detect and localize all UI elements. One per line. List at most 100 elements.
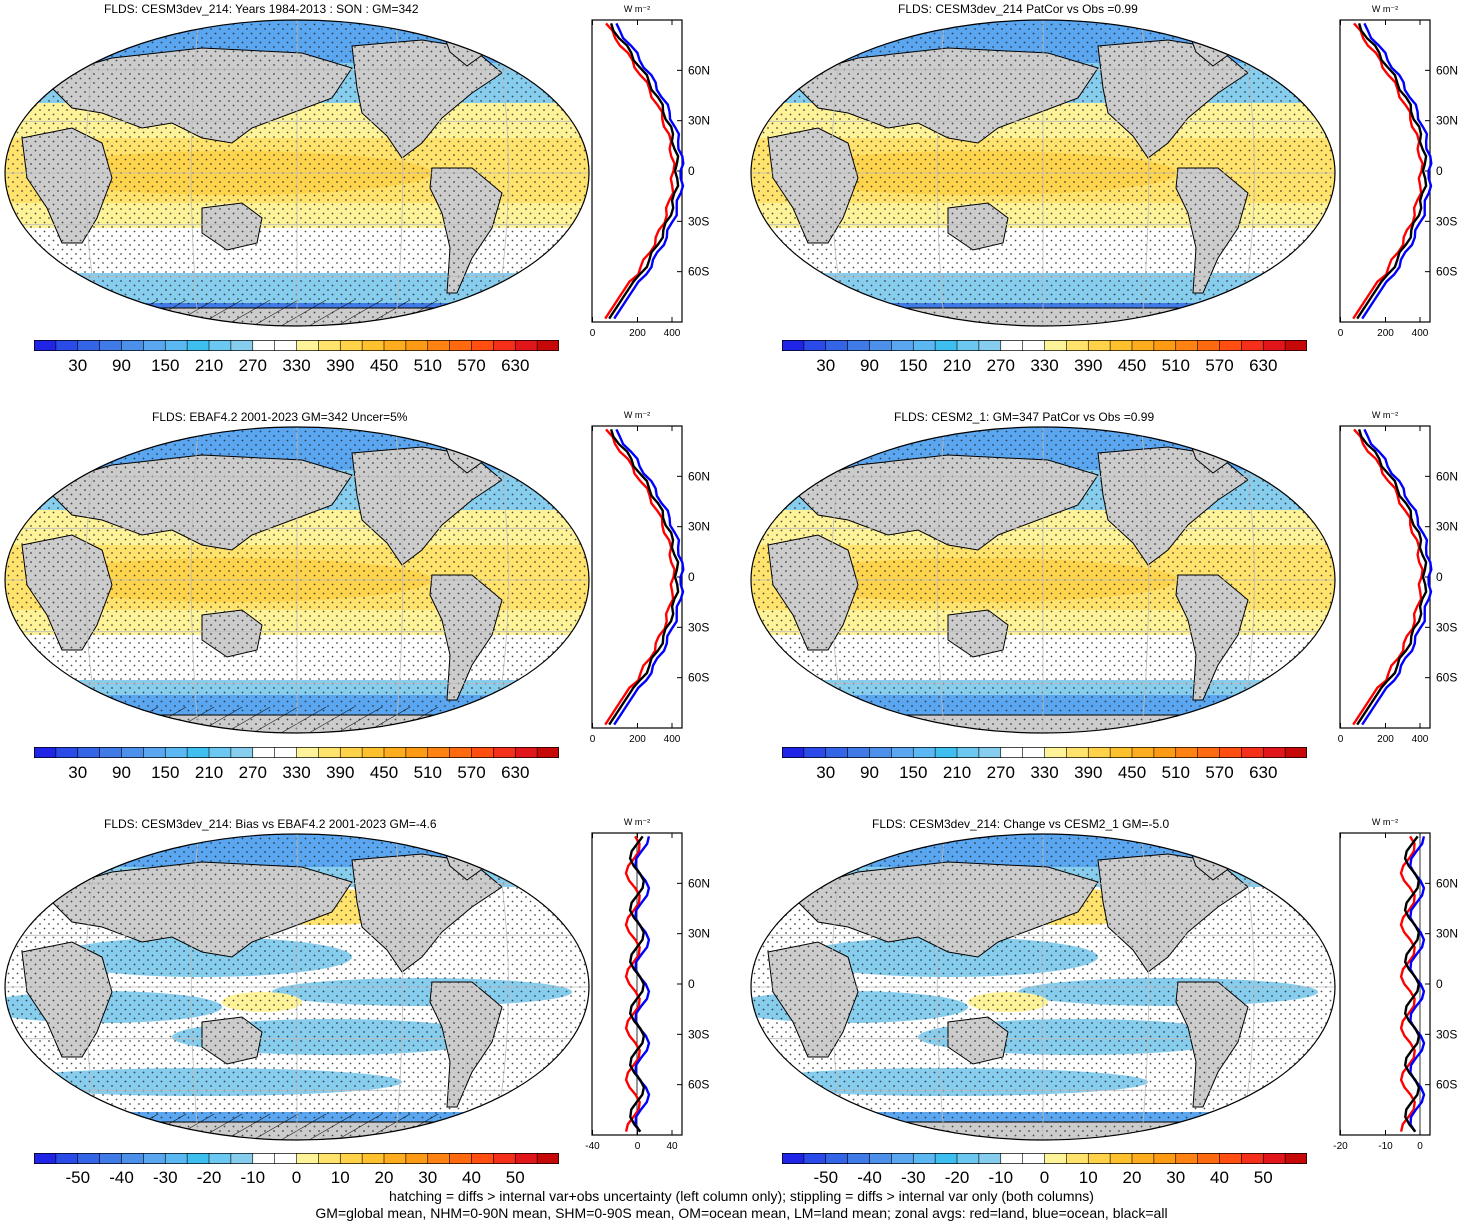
colorbar-swatch bbox=[208, 340, 232, 351]
colorbar-swatch bbox=[803, 1153, 827, 1164]
colorbar-swatch bbox=[978, 340, 1002, 351]
colorbar-tick-label: 0 bbox=[1039, 1168, 1050, 1187]
colorbar-tick-label: 450 bbox=[369, 763, 399, 782]
colorbar-swatch bbox=[383, 1153, 407, 1164]
colorbar-swatch bbox=[296, 340, 320, 351]
profile-lat-label: 30S bbox=[1436, 1027, 1457, 1041]
colorbar-tick-label: -20 bbox=[196, 1168, 222, 1187]
colorbar-swatch bbox=[891, 747, 915, 758]
colorbar-swatch bbox=[1131, 747, 1155, 758]
colorbar-tick-label: 270 bbox=[986, 356, 1015, 375]
profile-x-tick-label: 0 bbox=[1338, 328, 1344, 339]
profile-curve-land bbox=[604, 428, 676, 726]
profile-lat-label: 30N bbox=[688, 520, 710, 534]
colorbar-swatch bbox=[361, 1153, 385, 1164]
colorbar bbox=[34, 747, 559, 758]
colorbar-swatch bbox=[934, 747, 958, 758]
colorbar-swatch bbox=[405, 747, 429, 758]
colorbar-swatch bbox=[164, 1153, 188, 1164]
colorbar-swatch bbox=[1262, 747, 1286, 758]
footnote-line-1: hatching = diffs > internal var+obs unce… bbox=[389, 1188, 1094, 1204]
profile-lat-label: 30S bbox=[688, 1027, 709, 1041]
colorbar-swatch bbox=[55, 340, 79, 351]
map-border bbox=[750, 833, 1336, 1141]
footnote-line-2: GM=global mean, NHM=0-90N mean, SHM=0-90… bbox=[315, 1205, 1168, 1221]
colorbar-swatch bbox=[274, 747, 298, 758]
profile-x-tick-label: 0 bbox=[590, 734, 596, 745]
colorbar-labels: 30 90 150 210 270 330 390 450 510 570 630 bbox=[782, 763, 1307, 783]
colorbar-swatch bbox=[274, 1153, 298, 1164]
colorbar-tick-label: 30 bbox=[418, 1168, 438, 1187]
colorbar-swatch bbox=[274, 340, 298, 351]
colorbar-swatch bbox=[1197, 1153, 1221, 1164]
world-map bbox=[4, 19, 590, 327]
colorbar-labels: -50 -40 -30 -20 -10 0 10 20 30 40 50 bbox=[34, 1168, 559, 1188]
colorbar-swatch bbox=[34, 340, 57, 351]
profile-x-tick-label: 200 bbox=[1377, 734, 1394, 745]
colorbar-swatch bbox=[1262, 1153, 1286, 1164]
colorbar-swatch bbox=[847, 1153, 871, 1164]
profile-curve-all bbox=[608, 23, 680, 320]
colorbar bbox=[782, 1153, 1307, 1164]
colorbar-tick-label: 10 bbox=[1078, 1168, 1098, 1187]
profile-lat-label: 60S bbox=[688, 1078, 709, 1092]
profile-lat-label: 0 bbox=[1436, 570, 1443, 584]
profile-curve-ocean bbox=[1409, 836, 1426, 1133]
colorbar-tick-label: -20 bbox=[944, 1168, 970, 1187]
world-map bbox=[750, 426, 1336, 734]
profile-lat-label: 60S bbox=[1436, 265, 1457, 279]
colorbar-swatch bbox=[77, 747, 101, 758]
profile-unit-label: W m⁻² bbox=[1372, 817, 1398, 827]
colorbar-swatch bbox=[978, 747, 1002, 758]
colorbar-swatch bbox=[77, 340, 101, 351]
colorbar-swatch bbox=[1241, 340, 1265, 351]
colorbar-swatch bbox=[34, 1153, 57, 1164]
colorbar-swatch bbox=[1087, 747, 1111, 758]
colorbar-swatch bbox=[1000, 340, 1024, 351]
profile-x-tick-label: 200 bbox=[629, 328, 646, 339]
colorbar-swatch bbox=[1000, 747, 1024, 758]
profile-x-tick-label: 40 bbox=[666, 1141, 678, 1152]
colorbar-swatch bbox=[164, 747, 188, 758]
colorbar-swatch bbox=[121, 1153, 145, 1164]
colorbar-swatch bbox=[825, 1153, 849, 1164]
profile-lat-label: 60N bbox=[1436, 469, 1458, 483]
zonal-mean-profile: W m⁻² 0 200 400 60N 30N 0 30S 60S bbox=[590, 410, 710, 745]
colorbar-swatch bbox=[912, 747, 936, 758]
colorbar-tick-label: 330 bbox=[1030, 763, 1059, 782]
colorbar-tick-label: -30 bbox=[900, 1168, 926, 1187]
profile-x-tick-label: 200 bbox=[1377, 328, 1394, 339]
colorbar-tick-label: 150 bbox=[151, 763, 180, 782]
colorbar-swatch bbox=[449, 747, 473, 758]
profile-curve-ocean bbox=[1361, 428, 1433, 726]
panel-title: FLDS: EBAF4.2 2001-2023 GM=342 Uncer=5% bbox=[152, 410, 408, 424]
profile-lat-label: 0 bbox=[1436, 164, 1443, 178]
colorbar-swatch bbox=[803, 747, 827, 758]
colorbar-swatch bbox=[956, 340, 980, 351]
colorbar-swatch bbox=[869, 1153, 893, 1164]
colorbar-labels: -50 -40 -30 -20 -10 0 10 20 30 40 50 bbox=[782, 1168, 1307, 1188]
profile-curve-all bbox=[628, 835, 646, 1133]
colorbar-swatch bbox=[1087, 1153, 1111, 1164]
colorbar-swatch bbox=[449, 340, 473, 351]
colorbar-swatch bbox=[978, 1153, 1002, 1164]
colorbar-swatch bbox=[361, 340, 385, 351]
colorbar-swatch bbox=[1241, 747, 1265, 758]
colorbar-swatch bbox=[1284, 747, 1307, 758]
colorbar-swatch bbox=[912, 1153, 936, 1164]
colorbar-swatch bbox=[383, 747, 407, 758]
colorbar-swatch bbox=[1109, 747, 1133, 758]
colorbar-tick-label: 90 bbox=[860, 356, 879, 375]
colorbar-swatch bbox=[847, 340, 871, 351]
profile-lat-label: 30S bbox=[688, 214, 709, 228]
colorbar-tick-label: 450 bbox=[1117, 356, 1147, 375]
colorbar-swatch bbox=[1066, 747, 1090, 758]
colorbar-swatch bbox=[847, 747, 871, 758]
longitude-gridline bbox=[190, 427, 200, 733]
colorbar-swatch bbox=[1066, 340, 1090, 351]
colorbar-tick-label: -10 bbox=[240, 1168, 266, 1187]
longitude-gridline bbox=[394, 20, 404, 326]
profile-curve-ocean bbox=[613, 428, 685, 726]
profile-lat-label: 60N bbox=[1436, 63, 1458, 77]
zonal-mean-profile: W m⁻² -40 0 40 60N 30N 0 30S 60S bbox=[585, 817, 710, 1152]
